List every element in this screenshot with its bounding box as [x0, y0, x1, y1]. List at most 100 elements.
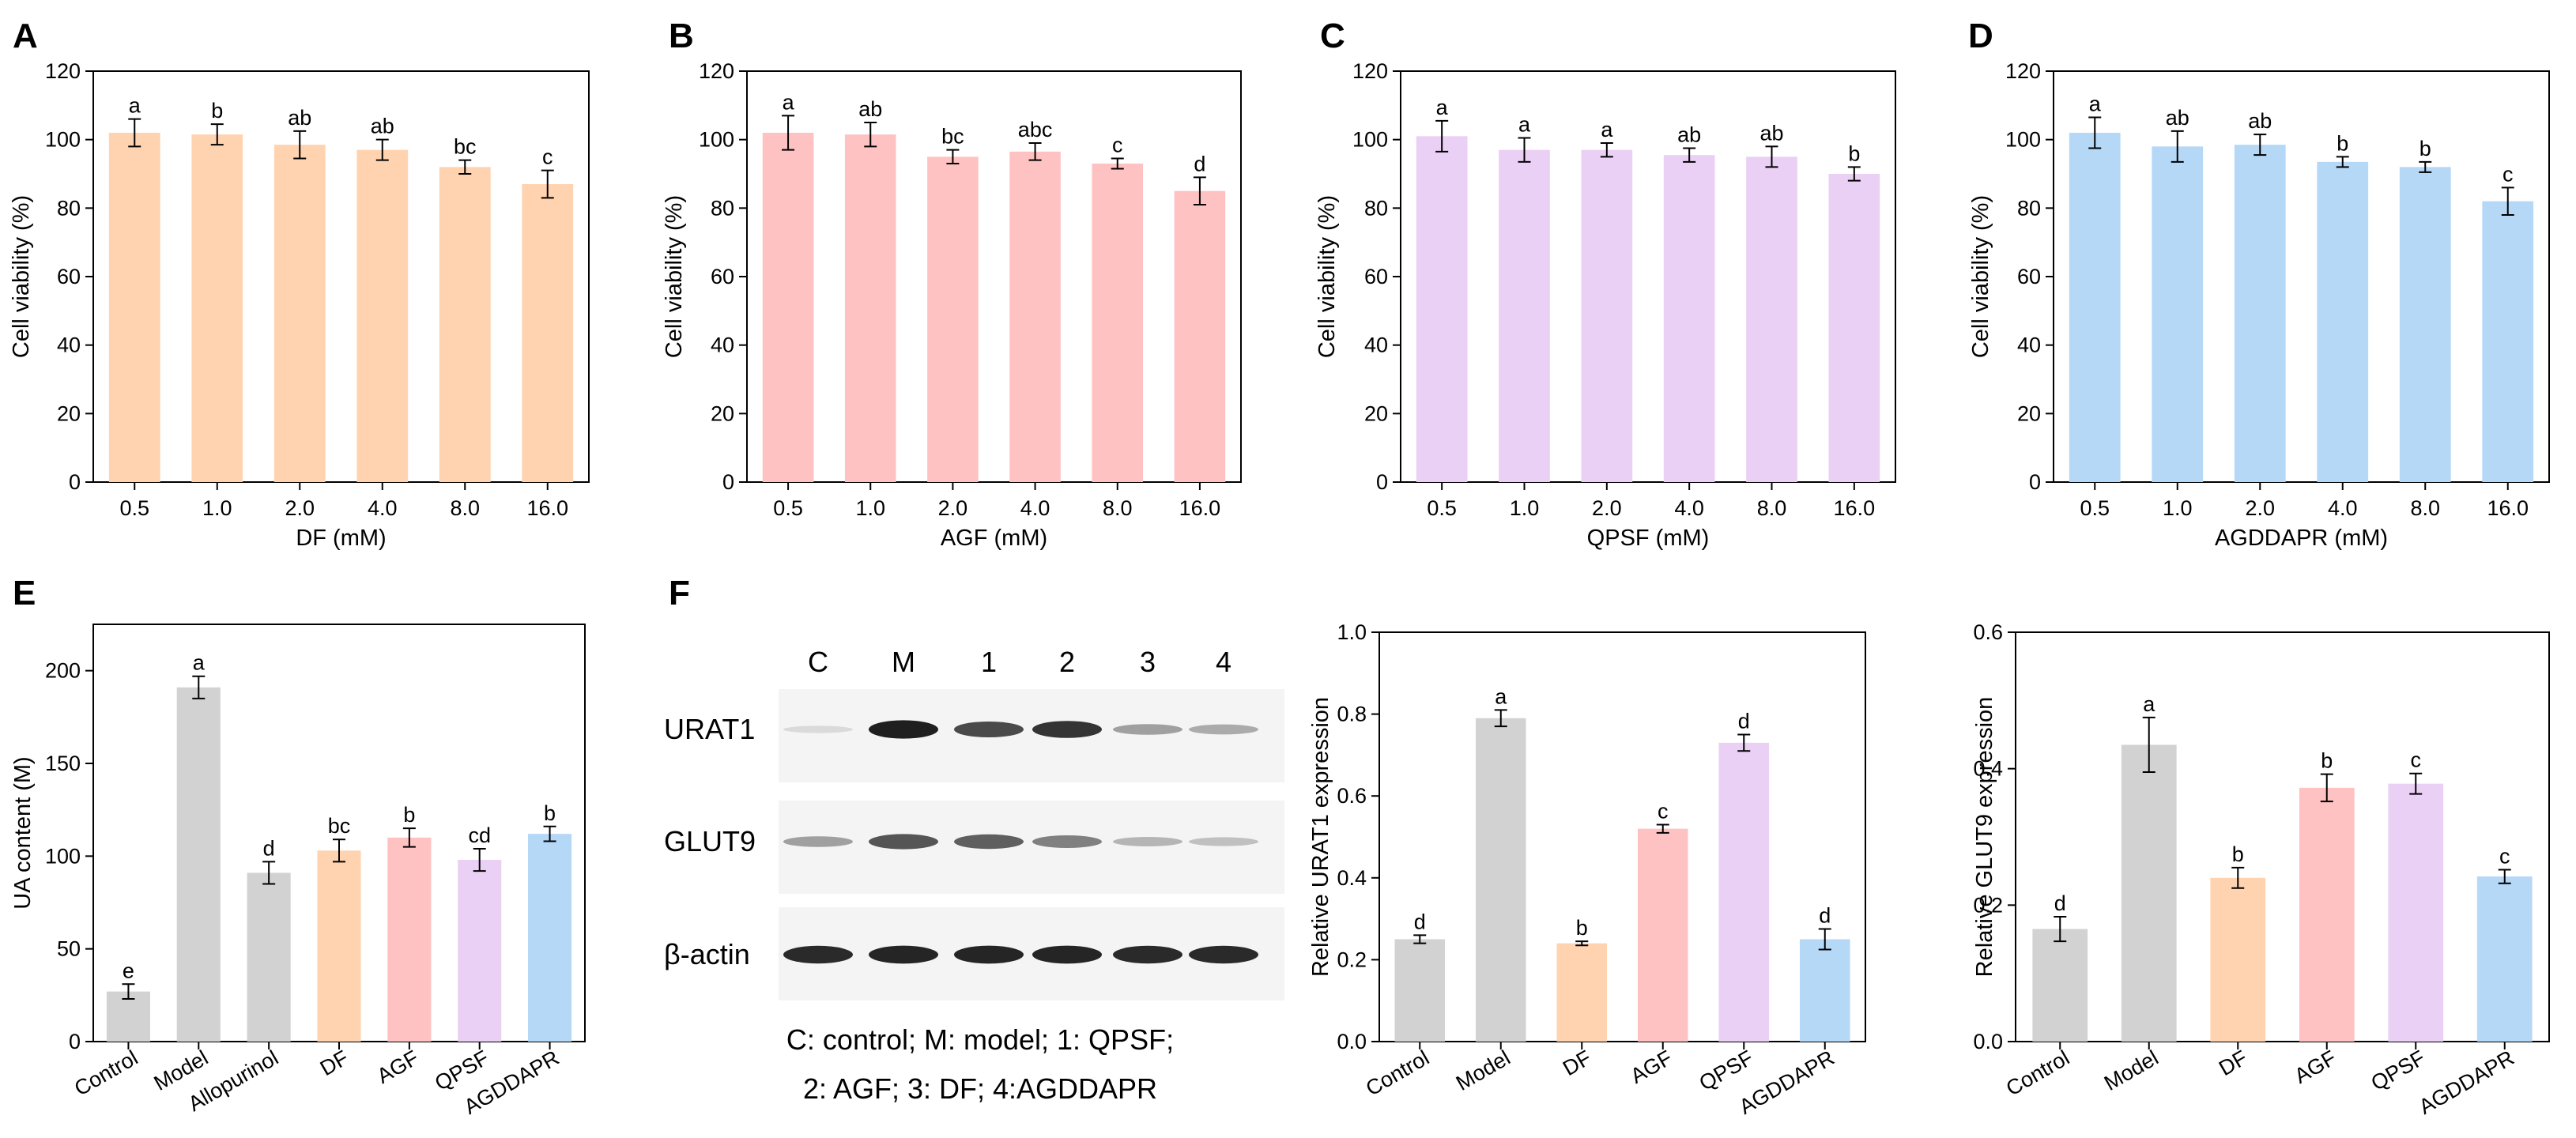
panel-label-b: B [669, 17, 694, 55]
significance-letter: b [2337, 131, 2348, 155]
x-tick-label: 16.0 [526, 496, 568, 520]
blot-band [1113, 837, 1182, 846]
y-tick-label: 40 [1364, 333, 1388, 357]
bar [2234, 145, 2286, 482]
blot-lane-label: M [892, 646, 915, 678]
blot-lane-label: 4 [1216, 646, 1231, 678]
bar [1746, 156, 1797, 483]
y-tick-label: 40 [2017, 333, 2041, 357]
significance-letter: a [2143, 692, 2155, 716]
bar [1663, 155, 1715, 482]
bar [176, 687, 221, 1042]
y-tick-label: 0.6 [1337, 784, 1367, 808]
blot-band [1032, 945, 1102, 964]
significance-letter: a [193, 651, 206, 675]
x-tick-label: 2.0 [285, 496, 315, 520]
chart-glut9-expression: 0.0 0.2 0.4 0.6 Relative GLUT9 expression d Co… [1972, 620, 2550, 1119]
blot-band [1032, 721, 1102, 738]
x-tick-label: 16.0 [1179, 496, 1221, 520]
x-axis-label: QPSF (mM) [1587, 526, 1710, 551]
significance-letter: c [2502, 162, 2514, 186]
y-tick-label: 0.0 [1973, 1030, 2003, 1053]
bar [2476, 876, 2533, 1042]
x-tick-label: 0.5 [1427, 496, 1457, 520]
y-tick-label: 0 [2029, 470, 2041, 494]
y-tick-label: 0.8 [1337, 703, 1367, 726]
x-tick-label: 8.0 [1757, 496, 1787, 520]
x-tick-label: 4.0 [2328, 496, 2358, 520]
bar [106, 991, 150, 1042]
x-tick-label: 8.0 [450, 496, 480, 520]
bar [108, 133, 160, 482]
y-tick-label: 60 [1364, 265, 1388, 288]
y-tick-label: 60 [711, 265, 734, 288]
blot-lane-label: 3 [1140, 646, 1156, 678]
blot-band-name: GLUT9 [664, 825, 756, 857]
x-tick-label: Control [2002, 1046, 2073, 1101]
blot-caption-line2: 2: AGF; 3: DF; 4:AGDDAPR [803, 1072, 1157, 1105]
x-tick-label: 2.0 [938, 496, 968, 520]
y-tick-label: 100 [45, 844, 81, 868]
y-tick-label: 20 [711, 401, 734, 425]
x-tick-label: 16.0 [1834, 496, 1876, 520]
bar [2482, 201, 2534, 482]
bar [458, 860, 502, 1042]
blot-membrane [779, 801, 1284, 894]
y-tick-label: 20 [2017, 401, 2041, 425]
y-tick-label: 50 [57, 937, 81, 961]
panel-label-a: A [13, 17, 38, 55]
significance-letter: e [123, 959, 134, 982]
panel-label-e: E [13, 574, 36, 612]
significance-letter: b [403, 803, 415, 827]
x-axis-label: AGF (mM) [941, 526, 1047, 551]
significance-letter: b [211, 99, 223, 122]
bar [1556, 943, 1608, 1042]
blot-bands [783, 720, 1258, 964]
x-tick-label: 1.0 [2163, 496, 2193, 520]
significance-letter: c [1112, 134, 1123, 157]
blot-band [954, 945, 1024, 964]
y-tick-label: 20 [57, 401, 81, 425]
y-tick-label: 0.2 [1973, 893, 2003, 917]
blot-lane-label: 1 [981, 646, 997, 678]
y-tick-label: 100 [2005, 128, 2041, 152]
blot-membrane [779, 689, 1284, 782]
y-tick-label: 120 [1352, 59, 1388, 83]
bar [387, 837, 432, 1042]
y-tick-label: 120 [699, 59, 734, 83]
bar [2388, 783, 2444, 1042]
bar [927, 156, 979, 483]
chart-cell-viability-agddapr: 0 20 40 60 80 100 120 Cell viability (%) a 0.5 ab 1… [1968, 59, 2550, 551]
x-axis-label: DF (mM) [296, 526, 386, 551]
bar [2317, 161, 2369, 483]
blot-band [1113, 945, 1182, 964]
bar [247, 872, 291, 1042]
y-axis-label: Cell viability (%) [1314, 195, 1340, 358]
y-tick-label: 100 [1352, 128, 1388, 152]
significance-letter: a [1495, 684, 1507, 708]
y-tick-label: 150 [45, 752, 81, 775]
x-tick-label: QPSF [1695, 1046, 1758, 1095]
significance-letter: ab [2248, 109, 2272, 133]
significance-letter: b [2419, 137, 2431, 160]
significance-letter: ab [288, 106, 311, 130]
bar [1092, 164, 1144, 482]
y-tick-label: 80 [1364, 196, 1388, 220]
blot-lane-label: C [808, 646, 828, 678]
bar [1799, 939, 1850, 1042]
y-axis-label: Cell viability (%) [1968, 195, 1993, 358]
x-tick-label: 0.5 [119, 496, 149, 520]
y-tick-label: 120 [45, 59, 81, 83]
bar [1581, 149, 1633, 482]
blot-band [1032, 835, 1102, 848]
bar [2399, 167, 2451, 483]
panel-label-c: C [1320, 17, 1345, 55]
blot-lane-label: 2 [1059, 646, 1075, 678]
plot-frame [1379, 631, 1866, 1042]
significance-letter: c [2411, 748, 2422, 772]
bar [1475, 718, 1526, 1042]
bar [317, 850, 361, 1042]
blot-band-name: URAT1 [664, 713, 755, 745]
